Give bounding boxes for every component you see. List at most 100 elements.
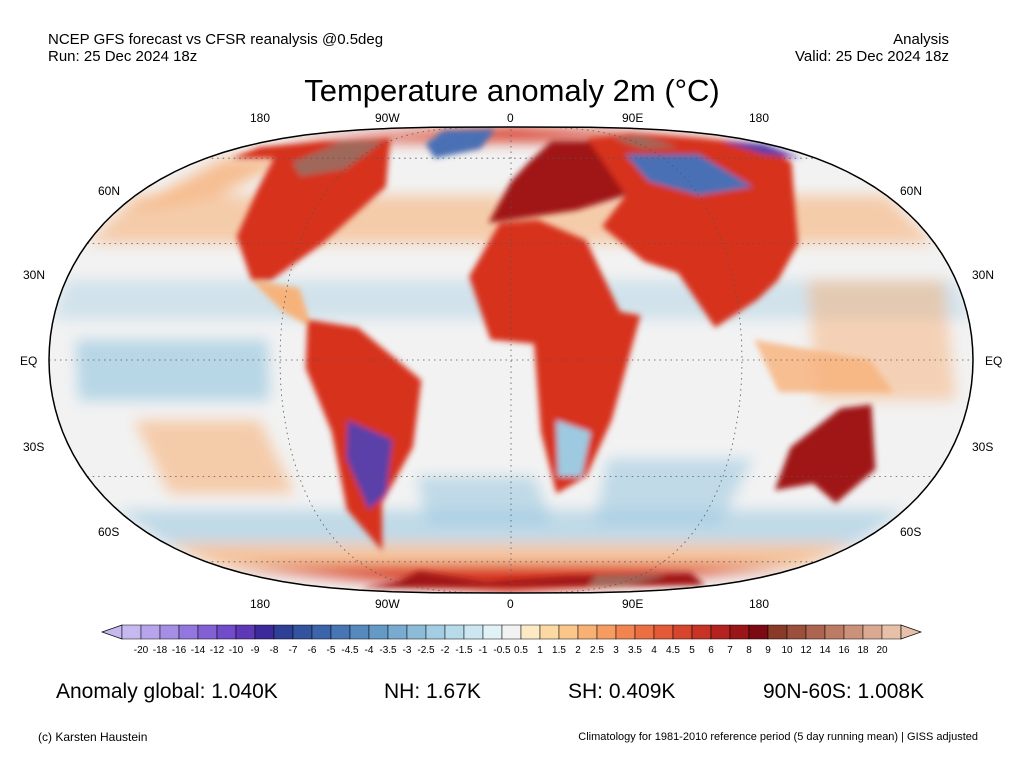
analysis-label: Analysis (893, 31, 949, 48)
colorbar-tick-label: 3 (613, 645, 619, 656)
colorbar-tick-label: -0.5 (493, 645, 511, 656)
colorbar-swatch (577, 624, 598, 640)
colorbar-swatch (178, 624, 199, 640)
colorbar-swatch (824, 624, 845, 640)
colorbar-tick-label: 14 (819, 645, 831, 656)
lat-label: 30S (972, 440, 994, 454)
colorbar-swatch (634, 624, 655, 640)
colorbar-tick-label: -10 (229, 645, 244, 656)
colorbar-tick-label: 1 (537, 645, 543, 656)
colorbar-tick-label: 2 (575, 645, 581, 656)
maritime-continent (754, 339, 894, 393)
colorbar-swatch (311, 624, 332, 640)
copyright: (c) Karsten Haustein (38, 730, 148, 744)
colorbar-swatch (805, 624, 826, 640)
lat-label: 60S (900, 525, 922, 539)
colorbar-tick-label: -2 (441, 645, 450, 656)
colorbar-swatch (653, 624, 674, 640)
colorbar-swatch (349, 624, 370, 640)
colorbar-swatch (463, 624, 484, 640)
lat-label: 60N (900, 184, 923, 198)
east-siberia-cold (720, 141, 803, 159)
colorbar-swatch (140, 624, 161, 640)
colorbar-tick-label: 8 (746, 645, 752, 656)
canada-extreme-warm (291, 141, 383, 177)
colorbar-swatch (710, 624, 731, 640)
equatorial-pacific-cool-patch (75, 339, 270, 401)
colorbar-tick-label: 18 (857, 645, 869, 656)
model-description: NCEP GFS forecast vs CFSR reanalysis @0.… (48, 31, 384, 48)
europe (488, 141, 626, 223)
lon-label: 90W (375, 597, 400, 611)
lat-label: 30N (972, 268, 995, 282)
colorbar-tick-label: -5 (327, 645, 336, 656)
central-america (251, 280, 312, 328)
lon-label: 180 (250, 111, 271, 125)
colorbar-swatch (558, 624, 579, 640)
global-anomaly: Anomaly global: 1.040K (56, 680, 278, 703)
colorbar-tick-label: 10 (781, 645, 793, 656)
polar-anomaly: 90N-60S: 1.008K (763, 680, 925, 703)
colorbar-swatch (425, 624, 446, 640)
colorbar-tick-label: 4 (651, 645, 657, 656)
south-america-cold (346, 420, 393, 510)
colorbar-tick-label: 12 (800, 645, 812, 656)
map-title: Temperature anomaly 2m (°C) (304, 73, 720, 108)
southern-africa-cool (556, 420, 591, 477)
sh-anomaly: SH: 0.409K (568, 680, 676, 703)
colorbar-swatch (748, 624, 769, 640)
colorbar-swatch (501, 624, 522, 640)
colorbar-tick-label: -4.5 (341, 645, 359, 656)
colorbar-swatch (862, 624, 883, 640)
australia (774, 404, 876, 504)
colorbar-tick-label: 20 (876, 645, 888, 656)
lon-label: 0 (507, 111, 514, 125)
south-pacific-warm-patch (133, 420, 295, 494)
lat-label: EQ (985, 354, 1003, 368)
colorbar-tick-label: 7 (727, 645, 733, 656)
colorbar-tick-label: -4 (365, 645, 374, 656)
lat-label: EQ (20, 354, 38, 368)
colorbar-swatch (216, 624, 237, 640)
colorbar-tick-label: -1 (479, 645, 488, 656)
colorbar-swatch (254, 624, 275, 640)
indian-ocean-cool-patch (594, 458, 753, 525)
colorbar-tick-label: 0.5 (514, 645, 528, 656)
colorbar-swatch (121, 624, 142, 640)
lon-label: 180 (749, 597, 770, 611)
colorbar-swatch (368, 624, 389, 640)
colorbar-swatch (672, 624, 693, 640)
africa (469, 219, 641, 494)
lon-label: 0 (507, 597, 514, 611)
north-america (231, 138, 391, 281)
colorbar-tick-label: -2.5 (417, 645, 435, 656)
colorbar-min-arrow (100, 624, 123, 640)
colorbar-swatch (330, 624, 351, 640)
colorbar-swatch (520, 624, 541, 640)
colorbar-tick-label: 16 (838, 645, 850, 656)
colorbar-tick-label: -3.5 (379, 645, 397, 656)
colorbar-tick-label: 4.5 (666, 645, 680, 656)
north-pacific-warm-patch (128, 154, 299, 211)
colorbar-tick-label: -1.5 (455, 645, 473, 656)
colorbar-tick-label: -8 (270, 645, 279, 656)
south-atlantic-cool-patch (416, 476, 553, 525)
antarctica-extreme-warm (587, 576, 668, 587)
lat-label: 60S (98, 525, 120, 539)
colorbar-swatch (273, 624, 294, 640)
antarctic-warm-band (217, 565, 805, 593)
colorbar-tick-label: -12 (210, 645, 225, 656)
colorbar-swatch (729, 624, 750, 640)
lat-label: 30S (23, 440, 45, 454)
colorbar-swatch (615, 624, 636, 640)
greenland-cold (425, 129, 496, 159)
colorbar-swatch (406, 624, 427, 640)
map-frame (48, 126, 974, 594)
lon-label: 90E (622, 597, 644, 611)
colorbar-tick-label: -20 (134, 645, 149, 656)
colorbar-swatch (786, 624, 807, 640)
colorbar-swatch (235, 624, 256, 640)
colorbar-tick-label: 2.5 (590, 645, 604, 656)
